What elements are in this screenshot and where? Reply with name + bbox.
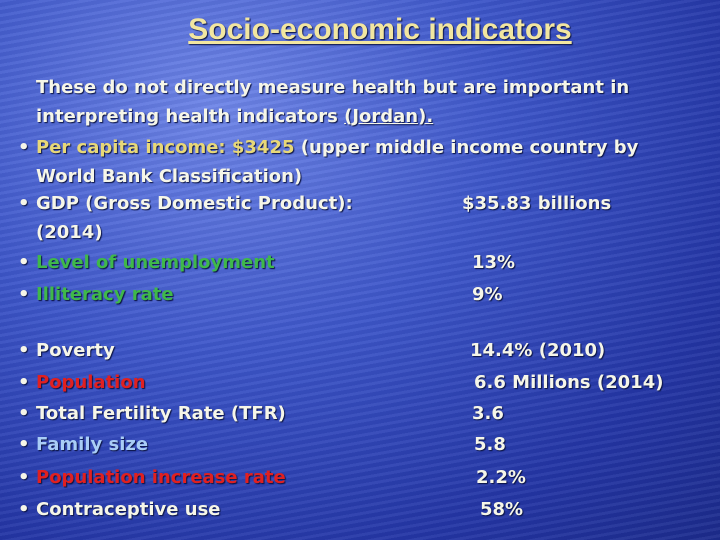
indicator-label: Total Fertility Rate (TFR)	[36, 403, 286, 424]
per-capita-label: Per capita income: $3425	[36, 137, 295, 158]
indicator-value: 6.6 Millions (2014)	[474, 372, 664, 393]
indicator-label: Family size	[36, 434, 149, 455]
indicator-value: 5.8	[474, 434, 506, 455]
gdp-label-text: GDP (Gross Domestic Product):	[36, 193, 353, 214]
gdp-value: $35.83 billions	[462, 193, 612, 214]
indicator-label: Contraceptive use	[36, 499, 221, 520]
gdp-label: • GDP (Gross Domestic Product):	[18, 193, 353, 214]
bullet: •	[18, 403, 30, 424]
bullet: •	[18, 499, 30, 520]
per-capita-note: (upper middle income country by World Ba…	[36, 137, 639, 187]
bullet: •	[18, 284, 30, 305]
indicator-value: 13%	[472, 252, 516, 273]
indicator-value: 2.2%	[476, 467, 526, 488]
indicator-value: 58%	[480, 499, 524, 520]
indicator-label: Poverty	[36, 340, 115, 361]
intro: These do not directly measure health but…	[36, 73, 716, 131]
intro-underlined: (Jordan).	[344, 106, 434, 127]
indicator-label: Level of unemployment	[36, 252, 275, 273]
indicator-value: 9%	[472, 284, 503, 305]
title: Socio-economic indicators	[188, 13, 572, 46]
bullet: •	[18, 372, 30, 393]
indicator-label: Population increase rate	[36, 467, 286, 488]
indicator-value: 14.4% (2010)	[470, 340, 606, 361]
intro-text: These do not directly measure health but…	[36, 77, 630, 127]
bullet: •	[18, 340, 30, 361]
bullet: •	[18, 467, 30, 488]
indicator-value: 3.6	[472, 403, 504, 424]
bullet: •	[18, 434, 30, 455]
bullet: •	[18, 252, 30, 273]
indicator-label: Illiteracy rate	[36, 284, 174, 305]
gdp-note: (2014)	[36, 222, 103, 243]
per-capita: • Per capita income: $3425 (upper middle …	[18, 137, 639, 187]
indicator-label: Population	[36, 372, 146, 393]
